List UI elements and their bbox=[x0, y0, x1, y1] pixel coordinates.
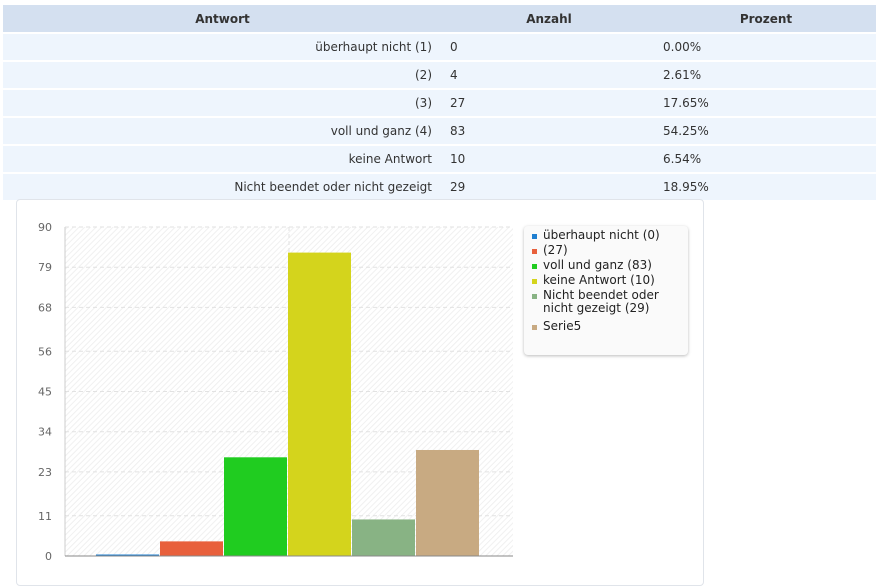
legend-swatch bbox=[532, 249, 537, 254]
legend-swatch bbox=[532, 234, 537, 239]
table-row: keine Antwort 10 6.54% bbox=[3, 146, 876, 172]
legend-item: überhaupt nicht (0) bbox=[532, 229, 688, 242]
legend-label: überhaupt nicht (0) bbox=[543, 228, 660, 242]
results-table: Antwort Anzahl Prozent überhaupt nicht (… bbox=[3, 3, 876, 202]
legend-label: (27) bbox=[543, 243, 568, 257]
cell-percent: 17.65% bbox=[656, 90, 876, 116]
table-row: Nicht beendet oder nicht gezeigt 29 18.95% bbox=[3, 174, 876, 200]
legend-swatch bbox=[532, 294, 537, 299]
legend-item: keine Antwort (10) bbox=[532, 274, 688, 287]
y-tick-label: 90 bbox=[38, 221, 52, 234]
cell-count: 83 bbox=[442, 118, 656, 144]
legend-label: keine Antwort (10) bbox=[543, 273, 655, 287]
legend-label: voll und ganz (83) bbox=[543, 258, 652, 272]
cell-count: 0 bbox=[442, 34, 656, 60]
cell-count: 29 bbox=[442, 174, 656, 200]
cell-count: 10 bbox=[442, 146, 656, 172]
header-count: Anzahl bbox=[442, 5, 656, 32]
header-answer: Antwort bbox=[3, 5, 442, 32]
y-tick-label: 34 bbox=[38, 426, 52, 439]
legend-label: Nicht beendet oder nicht gezeigt (29) bbox=[543, 288, 659, 315]
y-tick-label: 23 bbox=[38, 466, 52, 479]
cell-percent: 2.61% bbox=[656, 62, 876, 88]
y-tick-label: 68 bbox=[38, 301, 52, 314]
legend-item: Serie5 bbox=[532, 320, 688, 333]
legend-item: (27) bbox=[532, 244, 688, 257]
cell-percent: 0.00% bbox=[656, 34, 876, 60]
bar bbox=[160, 541, 223, 556]
table-row: überhaupt nicht (1) 0 0.00% bbox=[3, 34, 876, 60]
cell-answer: (2) bbox=[3, 62, 442, 88]
cell-answer: voll und ganz (4) bbox=[3, 118, 442, 144]
bar bbox=[224, 457, 287, 556]
cell-count: 4 bbox=[442, 62, 656, 88]
y-tick-label: 56 bbox=[38, 345, 52, 358]
legend-swatch bbox=[532, 279, 537, 284]
cell-percent: 18.95% bbox=[656, 174, 876, 200]
cell-percent: 6.54% bbox=[656, 146, 876, 172]
table-row: (2) 4 2.61% bbox=[3, 62, 876, 88]
table-row: (3) 27 17.65% bbox=[3, 90, 876, 116]
legend-item: Nicht beendet oder nicht gezeigt (29) bbox=[532, 289, 688, 315]
table-row: voll und ganz (4) 83 54.25% bbox=[3, 118, 876, 144]
cell-answer: überhaupt nicht (1) bbox=[3, 34, 442, 60]
bar bbox=[288, 252, 351, 557]
header-percent: Prozent bbox=[656, 5, 876, 32]
chart-legend: überhaupt nicht (0) (27) voll und ganz (8… bbox=[524, 226, 688, 355]
legend-swatch bbox=[532, 325, 537, 330]
bar bbox=[352, 519, 415, 556]
y-tick-label: 79 bbox=[38, 261, 52, 274]
y-tick-label: 0 bbox=[45, 550, 52, 563]
y-tick-label: 45 bbox=[38, 386, 52, 399]
legend-label: Serie5 bbox=[543, 319, 582, 333]
cell-percent: 54.25% bbox=[656, 118, 876, 144]
cell-answer: (3) bbox=[3, 90, 442, 116]
legend-swatch bbox=[532, 264, 537, 269]
cell-count: 27 bbox=[442, 90, 656, 116]
bar bbox=[96, 554, 159, 556]
cell-answer: Nicht beendet oder nicht gezeigt bbox=[3, 174, 442, 200]
y-tick-label: 11 bbox=[38, 510, 52, 523]
cell-answer: keine Antwort bbox=[3, 146, 442, 172]
legend-item: voll und ganz (83) bbox=[532, 259, 688, 272]
bar bbox=[416, 449, 479, 556]
